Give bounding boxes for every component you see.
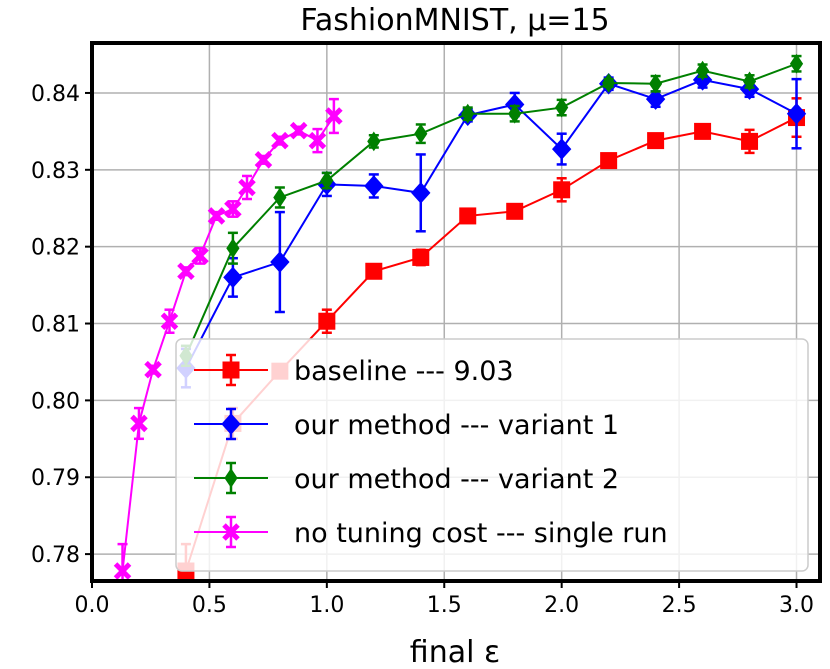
series-line xyxy=(185,78,797,369)
data-point xyxy=(130,414,148,433)
x-axis-label: final ε xyxy=(410,635,500,669)
data-point xyxy=(414,123,428,144)
series-line xyxy=(185,62,797,357)
data-point xyxy=(191,247,209,265)
y-tick-label: 0.83 xyxy=(31,159,80,184)
x-tick-label: 0.5 xyxy=(192,593,227,618)
data-point xyxy=(459,207,477,225)
data-point xyxy=(508,103,522,124)
data-point xyxy=(411,182,431,204)
legend-label: no tuning cost --- single run xyxy=(294,518,668,549)
data-point xyxy=(144,360,162,379)
data-point xyxy=(461,103,475,124)
x-tick-label: 2.5 xyxy=(662,593,697,618)
data-point xyxy=(207,207,226,225)
data-point xyxy=(177,262,195,281)
data-point xyxy=(552,138,572,160)
data-point xyxy=(741,132,759,150)
data-point xyxy=(113,562,132,580)
axes: 0.0 0.5 1.0 1.5 2.0 2.5 3.0 0.78 0.79 0.80 0.81 0.8… xyxy=(31,41,822,618)
data-point xyxy=(367,131,381,152)
data-point xyxy=(270,251,290,273)
legend-label: our method --- variant 2 xyxy=(294,464,619,495)
legend-entry: no tuning cost --- single run xyxy=(194,515,668,549)
data-point xyxy=(647,132,665,150)
data-point xyxy=(555,97,569,118)
legend-marker xyxy=(224,468,238,488)
data-point xyxy=(223,266,243,289)
y-tick-label: 0.80 xyxy=(31,389,80,414)
data-point xyxy=(365,262,383,280)
legend-entry: our method --- variant 2 xyxy=(194,461,619,495)
data-point xyxy=(364,175,384,197)
data-point xyxy=(789,53,804,74)
data-point xyxy=(695,60,710,81)
data-point xyxy=(308,131,327,150)
data-point xyxy=(320,170,334,191)
legend-marker xyxy=(222,361,240,379)
series-3 xyxy=(179,53,804,368)
data-point xyxy=(318,312,336,330)
data-point xyxy=(325,107,343,125)
data-point xyxy=(694,122,712,140)
data-point xyxy=(226,238,240,259)
x-tick-label: 2.0 xyxy=(544,593,579,618)
y-tick-label: 0.82 xyxy=(31,236,80,261)
chart-title: FashionMNIST, μ=15 xyxy=(300,3,609,38)
data-point xyxy=(742,71,757,92)
series-4 xyxy=(113,97,343,581)
x-tick-label: 3.0 xyxy=(779,593,814,618)
data-point xyxy=(506,202,524,220)
legend-marker xyxy=(221,413,241,435)
x-tick-label: 0.0 xyxy=(75,593,110,618)
legend-label: our method --- variant 1 xyxy=(294,410,619,441)
legend-entry: baseline --- 9.03 xyxy=(194,353,514,387)
data-point xyxy=(553,181,571,199)
data-point xyxy=(602,73,616,93)
plot-frame xyxy=(90,41,822,583)
legend: baseline --- 9.03 our method --- variant … xyxy=(175,338,809,572)
data-point xyxy=(238,178,256,197)
data-point xyxy=(786,102,807,125)
data-point xyxy=(649,73,663,94)
data-point xyxy=(289,121,308,140)
data-point xyxy=(273,187,287,208)
y-tick-label: 0.84 xyxy=(31,82,80,107)
y-tick-label: 0.79 xyxy=(31,466,80,491)
legend-marker xyxy=(222,523,240,541)
data-point xyxy=(254,151,273,169)
y-tick-label: 0.78 xyxy=(31,543,80,568)
data-point xyxy=(600,152,618,170)
data-point xyxy=(412,248,430,266)
data-point xyxy=(160,312,179,330)
x-tick-label: 1.0 xyxy=(309,593,344,618)
data-point xyxy=(271,131,289,150)
legend-entry: our method --- variant 1 xyxy=(194,407,619,441)
x-tick-label: 1.5 xyxy=(427,593,462,618)
data-point xyxy=(224,200,242,218)
legend-label: baseline --- 9.03 xyxy=(294,356,514,387)
data-point xyxy=(645,88,666,110)
legend-box xyxy=(175,338,809,572)
y-tick-label: 0.81 xyxy=(31,313,80,338)
